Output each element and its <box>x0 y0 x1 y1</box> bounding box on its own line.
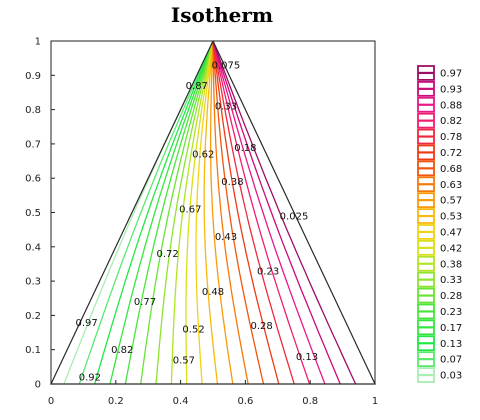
contour-line-0.38 <box>170 40 214 385</box>
contour-label: 0.87 <box>186 81 208 92</box>
colorbar-label: 0.28 <box>440 291 462 302</box>
contour-labels: 0.075 0.87 0.33 0.18 0.62 0.38 0.67 0.025 0.43 0.… <box>76 61 319 384</box>
x-tick-label: 1 <box>372 396 378 407</box>
colorbar-label: 0.17 <box>440 323 462 334</box>
x-tick-label: 0.6 <box>237 396 253 407</box>
colorbar-label: 0.72 <box>440 148 462 159</box>
contour-label: 0.18 <box>234 143 256 154</box>
colorbar-label: 0.78 <box>440 132 462 143</box>
contour-label: 0.62 <box>192 150 214 161</box>
triangle-domain-outline <box>50 39 376 385</box>
x-tick-label: 0.2 <box>108 396 124 407</box>
contour-line-0.82 <box>212 40 311 385</box>
colorbar-label: 0.07 <box>440 355 462 366</box>
y-tick-label: 0.2 <box>25 311 41 322</box>
colorbar-label: 0.23 <box>440 307 462 318</box>
contour-line-0.93 <box>212 40 341 385</box>
colorbar-label: 0.03 <box>440 371 462 382</box>
contour-line-0.68 <box>212 40 265 385</box>
y-tick-label: 0.8 <box>25 105 41 116</box>
contour-label: 0.52 <box>182 325 204 336</box>
contour-line-0.07 <box>78 40 214 385</box>
contour-label: 0.13 <box>296 352 318 363</box>
x-tick-label: 0.8 <box>302 396 318 407</box>
contour-line-0.78 <box>212 40 295 385</box>
axes: 0 0.2 0.4 0.6 0.8 1 0 0.1 0.2 0.3 0.4 0.5 0.6 0.7 0.8 0… <box>25 37 378 408</box>
y-tick-label: 0 <box>35 380 41 391</box>
y-tick-label: 0.3 <box>25 277 41 288</box>
contour-label: 0.33 <box>215 102 237 113</box>
colorbar-label: 0.38 <box>440 259 462 270</box>
y-tick-label: 0.6 <box>25 174 41 185</box>
y-tick-label: 0.7 <box>25 139 41 150</box>
contour-label: 0.92 <box>79 373 101 384</box>
contour-line-0.33 <box>155 40 214 385</box>
y-tick-label: 1 <box>35 37 41 48</box>
contour-label: 0.57 <box>173 355 195 366</box>
contour-label: 0.43 <box>215 232 237 243</box>
contour-line-0.23 <box>124 40 214 385</box>
x-tick-label: 0.4 <box>173 396 189 407</box>
x-tick-label: 0 <box>48 396 54 407</box>
colorbar-label: 0.42 <box>440 243 462 254</box>
contour-label: 0.075 <box>212 61 241 72</box>
contour-label: 0.77 <box>134 297 156 308</box>
contour-label: 0.97 <box>76 318 98 329</box>
contour-line-0.72 <box>212 40 280 385</box>
colorbar-label: 0.97 <box>440 69 462 80</box>
colorbar-label: 0.93 <box>440 84 462 95</box>
contour-line-0.97 <box>212 40 357 385</box>
contour-label: 0.67 <box>179 205 201 216</box>
colorbar-label: 0.13 <box>440 339 462 350</box>
y-tick-label: 0.4 <box>25 242 41 253</box>
contour-line-0.17 <box>109 40 214 385</box>
contour-label: 0.82 <box>111 345 133 356</box>
contour-line-0.42 <box>185 40 214 385</box>
y-tick-label: 0.9 <box>25 71 41 82</box>
contour-label: 0.28 <box>250 321 272 332</box>
contour-label: 0.38 <box>221 177 243 188</box>
contour-line-0.63 <box>212 40 249 385</box>
contour-label: 0.48 <box>202 287 224 298</box>
y-tick-label: 0.1 <box>25 345 41 356</box>
colorbar-label: 0.68 <box>440 164 462 175</box>
contour-line-0.88 <box>212 40 326 385</box>
contour-line-0.47 <box>195 40 214 385</box>
colorbar-legend: 0.97 0.93 0.88 0.82 0.78 0.72 0.68 0.63 0.57 0.53… <box>417 65 462 383</box>
contour-lines <box>63 40 357 385</box>
contour-line-0.53 <box>203 40 219 385</box>
contour-line-0.57 <box>209 40 234 385</box>
contour-label: 0.72 <box>157 249 179 260</box>
contour-label: 0.025 <box>280 211 309 222</box>
contour-label: 0.23 <box>257 266 279 277</box>
y-tick-label: 0.5 <box>25 208 41 219</box>
colorbar-label: 0.57 <box>440 196 462 207</box>
colorbar-label: 0.88 <box>440 100 462 111</box>
colorbar-label: 0.82 <box>440 116 462 127</box>
contour-line-0.28 <box>140 40 214 385</box>
colorbar-label: 0.33 <box>440 275 462 286</box>
colorbar-label: 0.47 <box>440 228 462 239</box>
colorbar-label: 0.63 <box>440 180 462 191</box>
contour-line-0.13 <box>94 40 214 385</box>
chart-title: Isotherm <box>171 3 273 27</box>
colorbar-label: 0.53 <box>440 212 462 223</box>
